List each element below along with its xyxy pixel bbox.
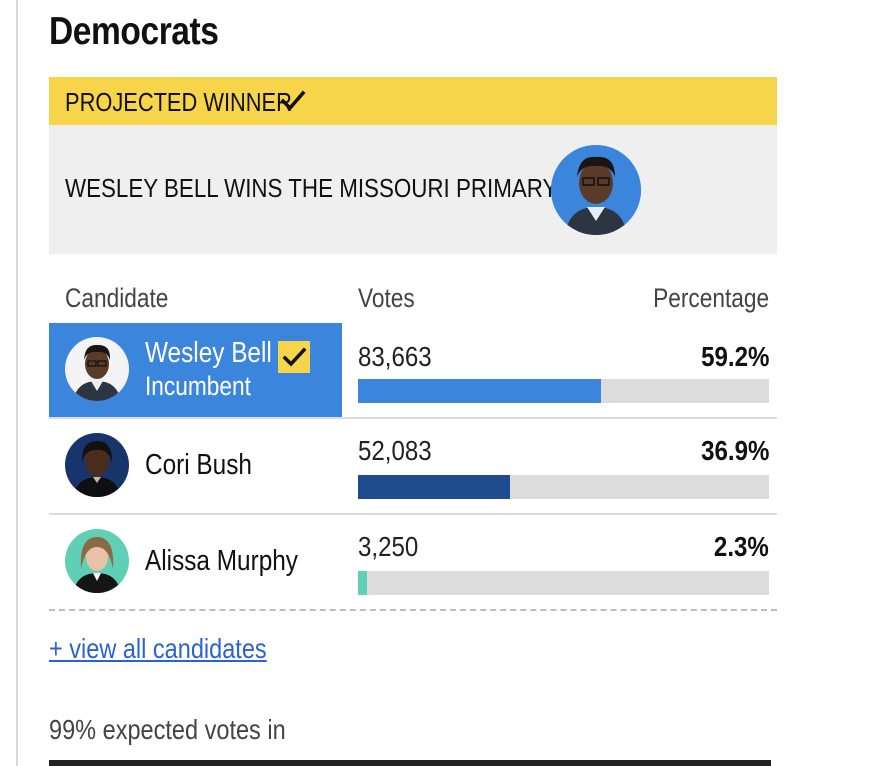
candidate-cell: Cori Bush	[49, 419, 342, 514]
candidate-votes: 52,083	[358, 435, 432, 466]
winner-announcement: WESLEY BELL WINS THE MISSOURI PRIMARY	[49, 125, 777, 254]
candidate-avatar	[65, 337, 129, 401]
column-header-votes: Votes	[358, 283, 415, 313]
party-title: Democrats	[49, 10, 219, 53]
candidate-row[interactable]: Wesley Bell Incumbent 83,663 59.2%	[49, 323, 777, 418]
projected-winner-banner: PROJECTED WINNER	[49, 77, 777, 125]
candidate-votes: 3,250	[358, 531, 419, 562]
candidate-avatar	[65, 433, 129, 497]
vote-share-bar	[358, 475, 769, 499]
vote-share-fill	[358, 475, 510, 499]
candidate-name: Wesley Bell	[145, 337, 272, 369]
vote-share-fill	[358, 379, 602, 403]
candidate-avatar	[65, 529, 129, 593]
vote-share-bar	[358, 379, 769, 403]
winner-check-badge	[278, 341, 310, 373]
candidate-percentage: 36.9%	[700, 435, 769, 466]
candidate-cell-highlighted: Wesley Bell Incumbent	[49, 323, 342, 418]
candidate-status: Incumbent	[145, 371, 251, 401]
candidate-row[interactable]: Alissa Murphy 3,250 2.3%	[49, 513, 777, 610]
winner-headline: WESLEY BELL WINS THE MISSOURI PRIMARY	[65, 173, 558, 203]
expected-votes-bar	[49, 760, 771, 766]
view-all-candidates-link[interactable]: + view all candidates	[49, 633, 267, 664]
candidate-cell: Alissa Murphy	[49, 515, 342, 610]
checkmark-icon	[282, 347, 307, 367]
candidate-votes: 83,663	[358, 341, 432, 372]
candidate-name: Cori Bush	[145, 449, 252, 481]
vote-share-bar	[358, 571, 769, 595]
vote-share-fill	[358, 571, 368, 595]
candidate-percentage: 2.3%	[714, 531, 769, 562]
column-header-candidate: Candidate	[65, 283, 169, 313]
candidate-row[interactable]: Cori Bush 52,083 36.9%	[49, 417, 777, 514]
candidate-name: Alissa Murphy	[145, 545, 298, 577]
column-header-percentage: Percentage	[652, 283, 769, 313]
checkmark-icon	[280, 90, 306, 111]
results-divider	[49, 609, 777, 611]
projected-winner-label: PROJECTED WINNER	[65, 87, 292, 117]
candidate-percentage: 59.2%	[700, 341, 769, 372]
expected-votes-label: 99% expected votes in	[49, 714, 286, 745]
winner-photo	[551, 145, 641, 235]
page-left-rule	[16, 0, 18, 766]
